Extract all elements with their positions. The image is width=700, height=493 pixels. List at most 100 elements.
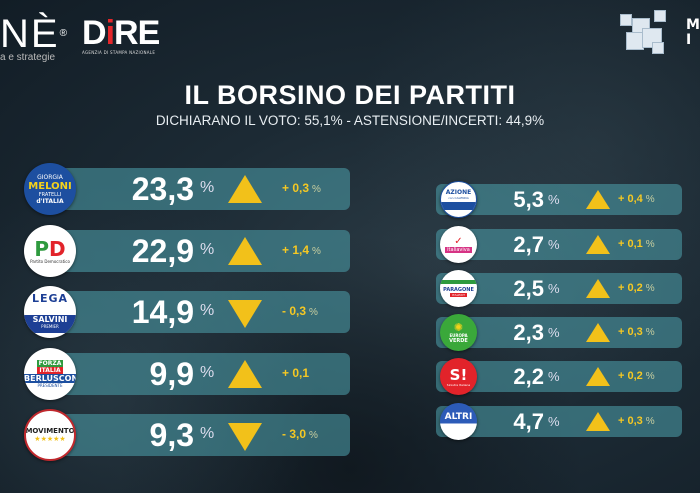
party-delta: - 0,3%: [282, 304, 318, 318]
trend-up-icon: [228, 360, 262, 388]
badge-text: LEGA: [31, 291, 69, 305]
delta-value: + 0,2: [618, 282, 643, 294]
party-row-m5s: MOVIMENTO ★★★★★ 9,3 % - 3,0%: [24, 409, 350, 461]
party-delta: + 0,2%: [618, 370, 655, 382]
badge-text: Partito Democratico: [30, 258, 70, 264]
party-percentage: 2,3: [513, 320, 544, 345]
party-delta: + 0,1%: [618, 238, 655, 250]
percent-sign: %: [548, 192, 560, 207]
trend-up-icon: [228, 175, 262, 203]
party-row-italia-viva: ✓ italiaviva 2,7 % + 0,1%: [436, 226, 682, 263]
badge-text: ALTRI: [444, 411, 473, 422]
trend-up-icon: [586, 323, 610, 342]
logo-right-line1: M: [686, 17, 700, 33]
party-row-altri: ALTRI 4,7 % + 0,3%: [436, 403, 682, 440]
logo-dire-tagline: AGENZIA DI STAMPA NAZIONALE: [82, 50, 156, 55]
delta-value: + 0,3: [618, 415, 643, 427]
logo-left-text: NÈ: [0, 12, 60, 56]
cubes-logo-icon: [618, 8, 670, 54]
logo-right-line2: I: [686, 32, 692, 48]
trend-down-icon: [228, 300, 262, 328]
logo-left-tagline: a e strategie: [0, 52, 56, 63]
party-delta: + 0,3%: [618, 326, 655, 338]
fdi-logo-icon: GIORGIA MELONI FRATELLI d'ITALIA: [24, 163, 76, 215]
altri-logo-icon: ALTRI: [440, 403, 477, 440]
party-row-sinistra-italiana: S! Sinistra Italiana 2,2 % + 0,2%: [436, 358, 682, 395]
party-row-azione: AZIONE con CALENDA 5,3 % + 0,4%: [436, 181, 682, 218]
logo-left: NÈ® a e strategie: [0, 14, 69, 63]
page-title: IL BORSINO DEI PARTITI: [184, 80, 516, 110]
logo-dire-d: D: [82, 14, 107, 52]
delta-unit: %: [309, 430, 318, 441]
party-row-italexit: PARAGONE ITALEXIT 2,5 % + 0,2%: [436, 270, 682, 307]
delta-unit: %: [645, 416, 655, 427]
delta-value: - 0,3: [282, 304, 307, 318]
trend-up-icon: [586, 367, 610, 386]
percent-sign: %: [200, 302, 215, 319]
party-percentage: 2,5: [513, 276, 544, 301]
trend-up-icon: [586, 279, 610, 298]
italia-viva-logo-icon: ✓ italiaviva: [440, 226, 477, 263]
logo-dire-i: i: [105, 14, 116, 52]
badge-text: ITALEXIT: [450, 293, 467, 297]
party-row-pd: PD Partito Democratico 22,9 % + 1,4%: [24, 225, 350, 277]
party-row-fdi: GIORGIA MELONI FRATELLI d'ITALIA 23,3 % …: [24, 163, 350, 215]
delta-unit: %: [309, 307, 318, 318]
badge-text: GIORGIA: [37, 173, 63, 181]
party-percentage: 23,3: [131, 171, 194, 207]
party-delta: + 0,1: [282, 366, 312, 380]
m5s-logo-icon: MOVIMENTO ★★★★★: [24, 409, 76, 461]
party-percentage: 5,3: [513, 187, 544, 212]
party-row-lega: LEGA SALVINI PREMIER 14,9 % - 0,3%: [24, 286, 350, 338]
sinistra-italiana-logo-icon: S! Sinistra Italiana: [440, 358, 477, 395]
percent-sign: %: [200, 425, 215, 442]
delta-unit: %: [645, 371, 655, 382]
delta-unit: %: [645, 283, 655, 294]
trend-down-icon: [228, 423, 262, 451]
badge-text: ★★★★★: [34, 435, 66, 443]
badge-text: PRESIDENTE: [37, 383, 63, 388]
badge-text: italiaviva: [445, 246, 472, 253]
badge-text: FRATELLI: [38, 191, 62, 198]
percent-sign: %: [548, 369, 560, 384]
trend-up-icon: [586, 190, 610, 209]
party-delta: + 0,2%: [618, 282, 655, 294]
badge-text: FORZA: [36, 360, 64, 367]
party-delta: - 3,0%: [282, 427, 318, 441]
delta-value: - 3,0: [282, 427, 307, 441]
party-delta: + 0,3%: [282, 181, 321, 195]
party-percentage: 22,9: [131, 233, 194, 269]
delta-value: + 0,4: [618, 193, 643, 205]
badge-text: SALVINI: [24, 314, 76, 324]
badge-text: AZIONE: [445, 189, 472, 196]
badge-text: PARAGONE: [443, 287, 474, 293]
badge-text: PREMIER: [24, 323, 76, 333]
badge-text: Sinistra Italiana: [446, 382, 471, 387]
page-subtitle: DICHIARANO IL VOTO: 55,1% - ASTENSIONE/I…: [155, 113, 545, 128]
party-delta: + 0,3%: [618, 415, 655, 427]
party-row-europa-verde: ✺ EUROPA VERDE 2,3 % + 0,3%: [436, 314, 682, 351]
trend-up-icon: [586, 412, 610, 431]
delta-unit: %: [645, 239, 655, 250]
percent-sign: %: [548, 414, 560, 429]
party-delta: + 0,4%: [618, 193, 655, 205]
percent-sign: %: [548, 237, 560, 252]
badge-text: VERDE: [449, 337, 468, 344]
party-percentage: 9,3: [149, 417, 194, 453]
percent-sign: %: [200, 179, 215, 196]
delta-unit: %: [645, 327, 655, 338]
badge-text: ITALIA: [37, 367, 63, 374]
registered-mark: ®: [59, 28, 69, 39]
party-percentage: 9,9: [149, 356, 194, 392]
logo-dire: DiRE AGENZIA DI STAMPA NAZIONALE: [82, 14, 160, 55]
delta-value: + 0,2: [618, 370, 643, 382]
pd-logo-icon: PD Partito Democratico: [24, 225, 76, 277]
party-percentage: 14,9: [131, 294, 194, 330]
party-percentage: 2,7: [513, 232, 544, 257]
delta-value: + 0,1: [282, 366, 310, 380]
trend-up-icon: [228, 237, 262, 265]
badge-text: con CALENDA: [448, 196, 469, 200]
party-row-forza-italia: FORZA ITALIA BERLUSCONI PRESIDENTE 9,9 %…: [24, 348, 350, 400]
logo-right-text: M I: [686, 18, 700, 48]
party-percentage: 4,7: [513, 409, 544, 434]
